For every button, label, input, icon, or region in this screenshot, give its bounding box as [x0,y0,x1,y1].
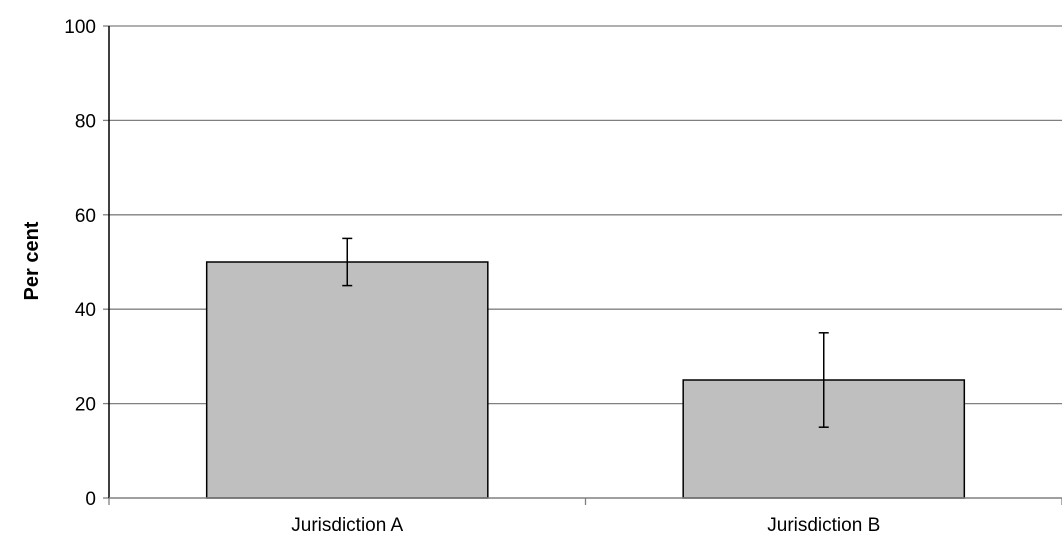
x-tick-labels: Jurisdiction A Jurisdiction B [291,515,880,536]
error-bar-1 [342,237,353,287]
error-bar-2 [818,332,829,428]
error-bars [342,237,829,428]
y-tick-label: 80 [75,111,96,132]
y-tick-label: 0 [85,489,96,510]
axes [103,25,1062,505]
y-tick-labels: 0 20 40 60 80 100 [64,17,96,510]
y-tick-label: 60 [75,206,96,227]
y-axis-title: Per cent [21,221,43,300]
bar-1 [205,261,489,499]
x-tick-label: Jurisdiction B [767,515,880,536]
y-tick-label: 20 [75,395,96,416]
y-tick-label: 40 [75,300,96,321]
y-tick-label: 100 [64,17,96,38]
bars [205,261,966,499]
x-tick-label: Jurisdiction A [291,515,403,536]
